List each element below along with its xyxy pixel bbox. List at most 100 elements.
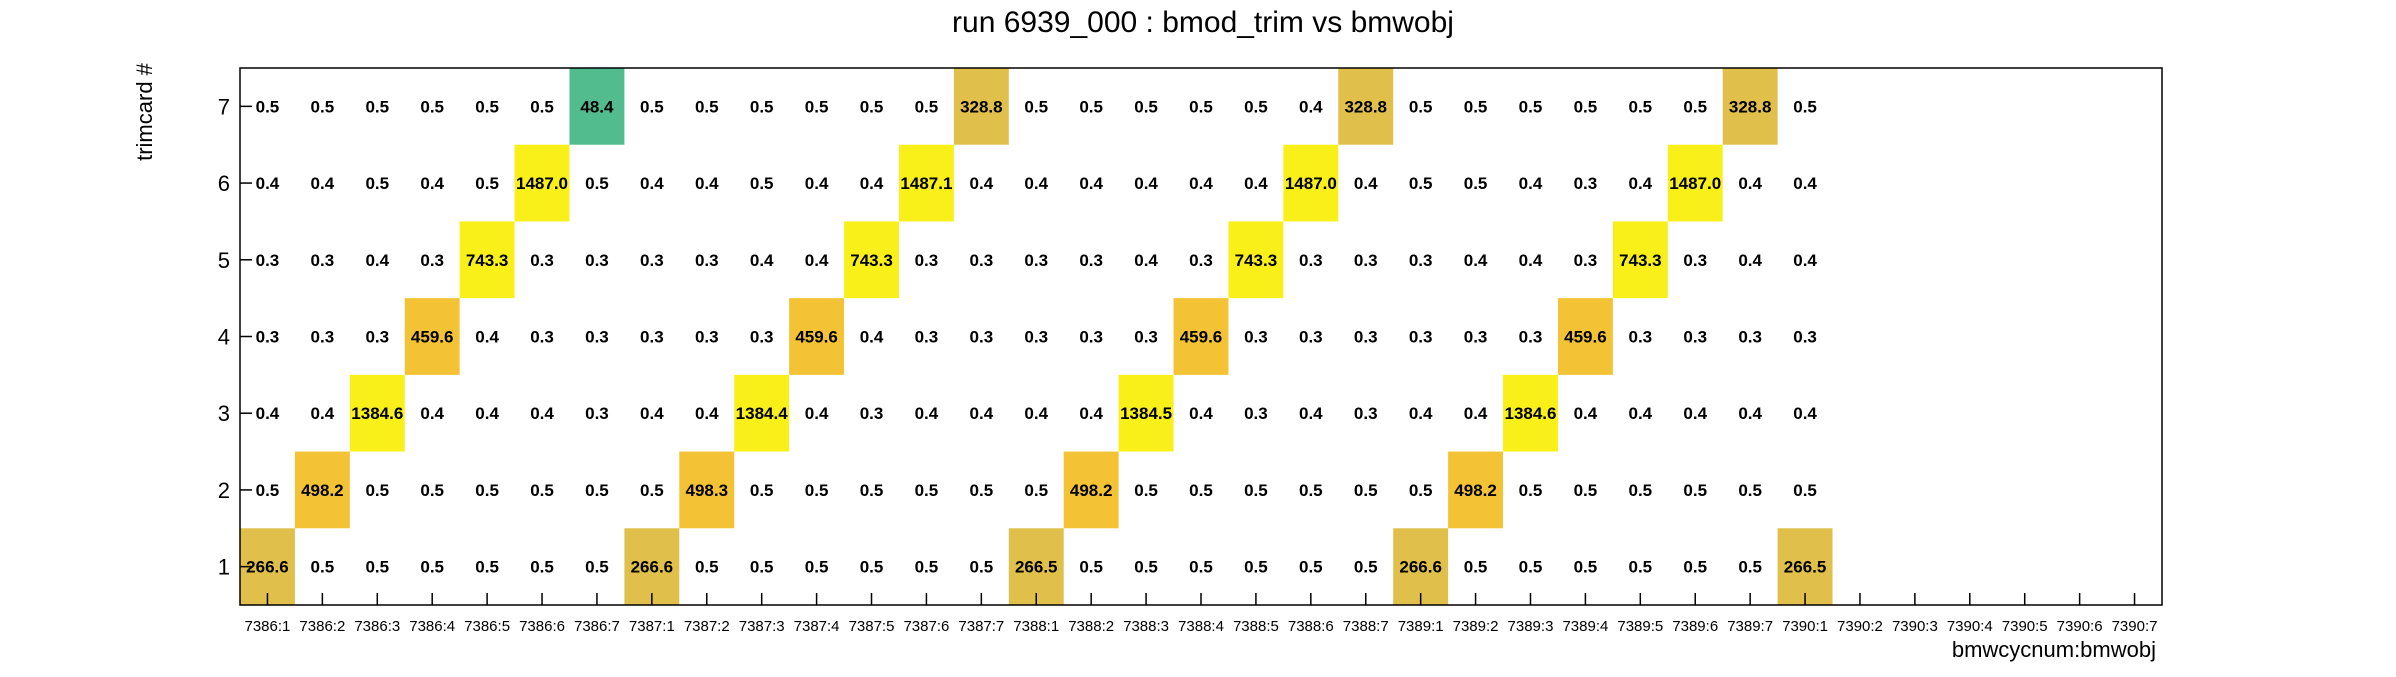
cell-value-label: 0.5 [1024, 481, 1048, 500]
cell-value-label: 0.4 [860, 174, 884, 193]
cell-value-label: 0.4 [1079, 174, 1103, 193]
cell-value-label: 459.6 [795, 328, 838, 347]
cell-value-label: 0.5 [475, 558, 499, 577]
x-tick-label: 7388:6 [1288, 618, 1334, 635]
heatmap-cell [459, 221, 515, 299]
cell-value-label: 328.8 [1344, 97, 1387, 116]
cells-layer [240, 68, 1833, 605]
cell-value-label: 0.4 [1134, 174, 1158, 193]
y-tick-label: 5 [218, 248, 230, 273]
cell-value-label: 0.3 [1079, 328, 1103, 347]
cell-value-label: 0.4 [1738, 404, 1762, 423]
x-tick-label: 7390:6 [2057, 618, 2103, 635]
cell-value-label: 0.5 [1079, 97, 1103, 116]
x-tick-label: 7389:3 [1508, 618, 1554, 635]
cell-value-label: 0.5 [311, 558, 335, 577]
x-tick-label: 7386:5 [464, 618, 510, 635]
heatmap-cell [569, 68, 625, 145]
x-tick-label: 7388:5 [1233, 618, 1279, 635]
cell-value-label: 0.3 [420, 251, 444, 270]
cell-value-label: 0.3 [1354, 251, 1378, 270]
chart-title: run 6939_000 : bmod_trim vs bmwobj [952, 6, 1454, 39]
x-tick-label: 7388:1 [1013, 618, 1059, 635]
cell-value-label: 0.5 [256, 97, 280, 116]
x-tick-label: 7389:1 [1398, 618, 1444, 635]
cell-value-label: 0.3 [1189, 251, 1213, 270]
cell-value-label: 0.5 [860, 97, 884, 116]
cell-value-label: 0.3 [1244, 404, 1268, 423]
cell-value-label: 0.5 [1464, 97, 1488, 116]
cell-value-label: 328.8 [1729, 97, 1772, 116]
cell-value-label: 0.5 [1189, 481, 1213, 500]
heatmap-cell [1612, 221, 1668, 299]
x-tick-label: 7389:6 [1672, 618, 1718, 635]
cell-value-label: 0.5 [695, 558, 719, 577]
cell-value-label: 0.5 [1134, 481, 1158, 500]
x-tick-label: 7390:5 [2002, 618, 2048, 635]
y-tick-label: 2 [218, 478, 230, 503]
cell-value-label: 0.5 [1628, 481, 1652, 500]
cell-value-label: 0.4 [1409, 404, 1433, 423]
cell-value-label: 0.4 [695, 404, 719, 423]
cell-value-label: 1384.6 [1504, 404, 1556, 423]
cell-value-label: 0.5 [1409, 481, 1433, 500]
y-tick-label: 7 [218, 94, 230, 119]
cell-value-label: 0.5 [805, 558, 829, 577]
cell-value-label: 0.5 [365, 97, 389, 116]
cell-value-label: 0.4 [1299, 97, 1323, 116]
cell-value-label: 0.3 [1628, 328, 1652, 347]
cell-value-label: 459.6 [1564, 328, 1607, 347]
cell-value-label: 1384.5 [1120, 404, 1172, 423]
heatmap-cell [1503, 374, 1558, 452]
heatmap-cell [1173, 298, 1229, 375]
cell-value-label: 1487.1 [900, 174, 952, 193]
cell-value-label: 0.5 [695, 97, 719, 116]
cell-value-label: 0.5 [1464, 174, 1488, 193]
cell-value-label: 0.4 [1464, 251, 1488, 270]
cell-value-label: 0.3 [311, 328, 335, 347]
x-tick-label: 7390:1 [1782, 618, 1828, 635]
cell-value-label: 0.4 [1189, 174, 1213, 193]
cell-value-label: 0.5 [805, 481, 829, 500]
cell-value-label: 0.4 [1024, 404, 1048, 423]
cell-value-label: 0.5 [1519, 558, 1543, 577]
cell-value-label: 0.4 [915, 404, 939, 423]
cell-value-label: 0.5 [1574, 97, 1598, 116]
cell-value-label: 0.4 [475, 404, 499, 423]
cell-value-label: 328.8 [960, 97, 1003, 116]
cell-value-label: 266.5 [1784, 558, 1827, 577]
cell-value-label: 0.3 [915, 251, 939, 270]
cell-value-label: 0.4 [1738, 174, 1762, 193]
cell-value-label: 0.4 [1134, 251, 1158, 270]
y-tick-label: 3 [218, 401, 230, 426]
cell-value-label: 0.4 [530, 404, 554, 423]
cell-value-label: 0.5 [311, 97, 335, 116]
cell-value-label: 0.4 [970, 174, 994, 193]
cell-value-label: 0.4 [1299, 404, 1323, 423]
cell-value-label: 0.4 [695, 174, 719, 193]
cell-value-label: 0.4 [365, 251, 389, 270]
cell-value-label: 743.3 [466, 251, 509, 270]
cell-value-label: 0.4 [970, 404, 994, 423]
x-tick-label: 7390:2 [1837, 618, 1883, 635]
cell-value-label: 0.3 [1574, 174, 1598, 193]
heatmap-cell [349, 374, 405, 452]
x-tick-label: 7387:2 [684, 618, 730, 635]
heatmap-cell [953, 68, 1009, 145]
x-tick-label: 7387:7 [958, 618, 1004, 635]
cell-value-label: 1384.6 [351, 404, 403, 423]
cell-value-label: 0.5 [420, 558, 444, 577]
cell-value-label: 0.5 [365, 174, 389, 193]
cell-value-label: 0.5 [1189, 558, 1213, 577]
cell-value-label: 0.3 [365, 328, 389, 347]
cell-value-label: 0.3 [1409, 251, 1433, 270]
cell-value-label: 459.6 [1180, 328, 1223, 347]
cell-value-label: 0.5 [970, 558, 994, 577]
x-axis-title: bmwcycnum:bmwobj [1952, 637, 2156, 662]
cell-value-label: 0.5 [860, 558, 884, 577]
cell-value-label: 0.5 [640, 97, 664, 116]
x-tick-label: 7390:7 [2112, 618, 2158, 635]
cell-value-label: 0.3 [640, 251, 664, 270]
